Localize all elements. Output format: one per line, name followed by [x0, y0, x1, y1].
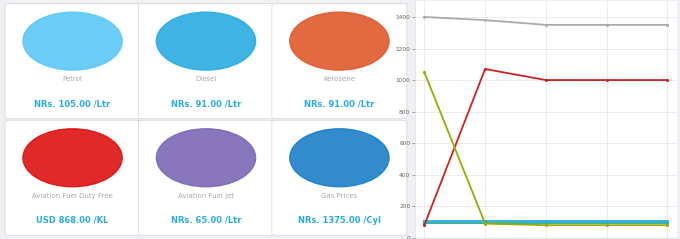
Text: Kerosene: Kerosene [324, 76, 356, 82]
Text: NRs. 91.00 /Ltr: NRs. 91.00 /Ltr [304, 99, 375, 108]
Circle shape [156, 12, 256, 70]
Circle shape [156, 129, 256, 187]
Circle shape [290, 12, 389, 70]
FancyBboxPatch shape [272, 4, 407, 119]
FancyBboxPatch shape [139, 4, 273, 119]
Text: NRs. 91.00 /Ltr: NRs. 91.00 /Ltr [171, 99, 241, 108]
Text: NRs. 65.00 /Ltr: NRs. 65.00 /Ltr [171, 216, 241, 225]
Text: Diesel: Diesel [195, 76, 217, 82]
Text: Aviation Fuel Duty Free: Aviation Fuel Duty Free [32, 193, 113, 199]
Circle shape [23, 12, 122, 70]
Text: USD 868.00 /KL: USD 868.00 /KL [37, 216, 109, 225]
Text: Petrol: Petrol [63, 76, 82, 82]
Text: NRs. 105.00 /Ltr: NRs. 105.00 /Ltr [35, 99, 111, 108]
FancyBboxPatch shape [272, 120, 407, 235]
FancyBboxPatch shape [139, 120, 273, 235]
Circle shape [23, 129, 122, 187]
Text: Gas Prices: Gas Prices [322, 193, 358, 199]
Text: Aviation Fuel Jet: Aviation Fuel Jet [178, 193, 234, 199]
Text: NRs. 1375.00 /Cyl: NRs. 1375.00 /Cyl [298, 216, 381, 225]
FancyBboxPatch shape [5, 4, 140, 119]
FancyBboxPatch shape [5, 120, 140, 235]
Circle shape [290, 129, 389, 187]
